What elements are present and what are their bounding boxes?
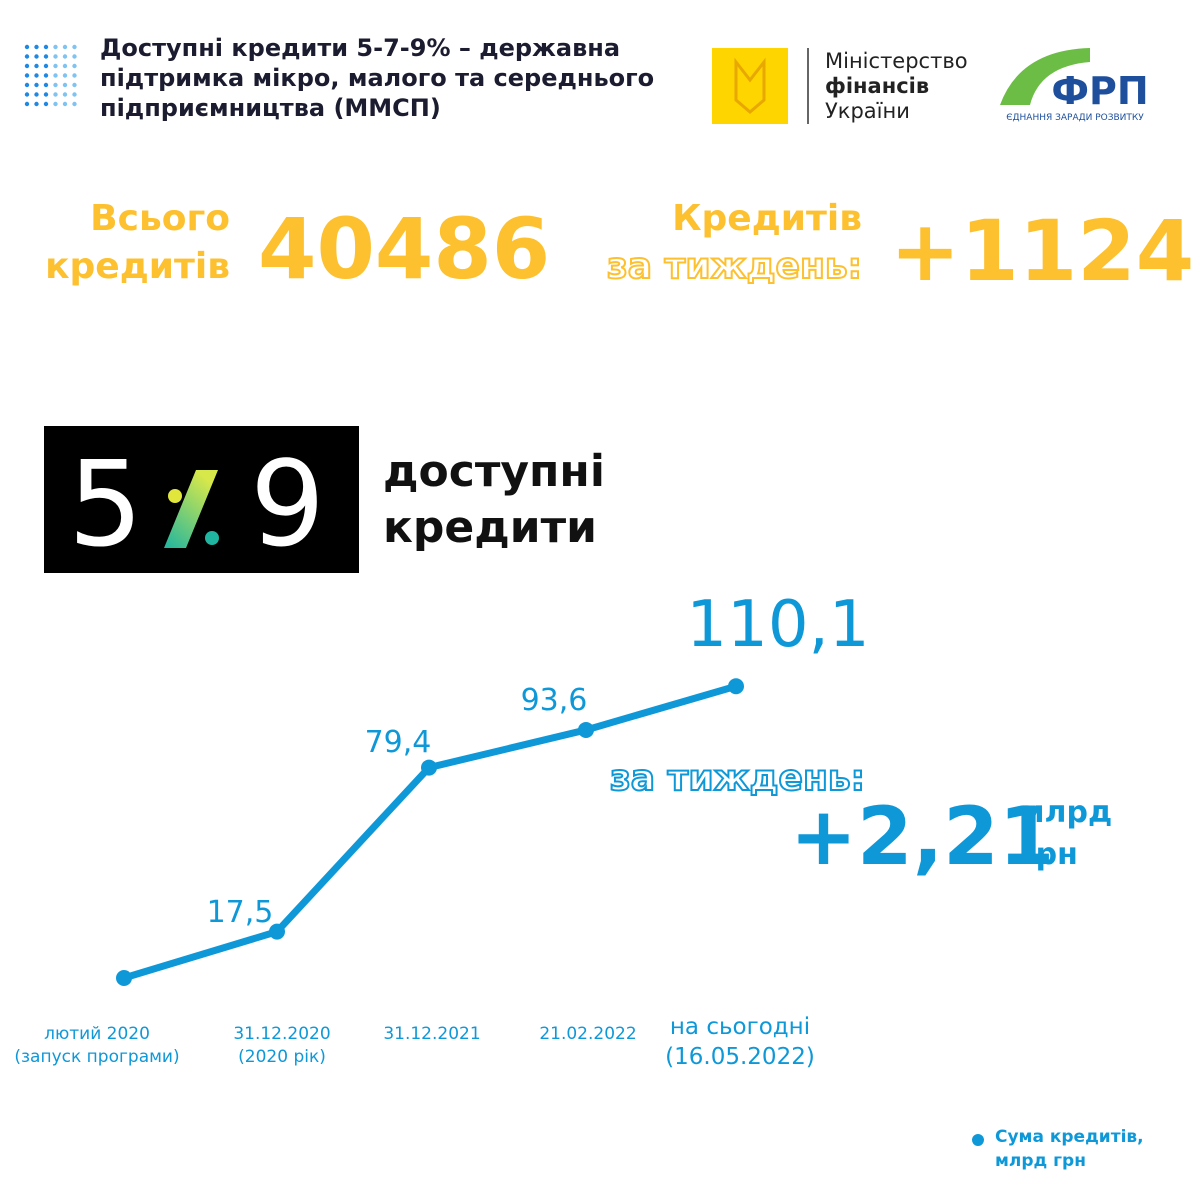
weekly-value: +2,21 (790, 790, 1054, 883)
data-label: 110,1 (686, 588, 869, 662)
dot (24, 101, 30, 107)
dot (24, 82, 30, 88)
x-label: 31.12.2020 (233, 1024, 330, 1044)
ministry-text: фінансів (825, 74, 929, 98)
weekly-unit: грн (1020, 837, 1078, 872)
dot (72, 101, 77, 107)
brand-slash (164, 470, 218, 548)
dot (62, 82, 68, 88)
stat-value: 40486 (258, 200, 550, 298)
data-point (116, 970, 132, 986)
frp-arc (1000, 48, 1090, 105)
dot (24, 73, 30, 78)
brand-text: доступні (383, 446, 605, 497)
data-point (728, 678, 744, 695)
dot (43, 101, 49, 107)
brand-dot (205, 531, 219, 545)
ministry-text: України (825, 99, 910, 123)
data-label: 79,4 (365, 725, 432, 760)
stat-label: Кредитів (672, 198, 862, 239)
dot (34, 44, 39, 50)
stat-label: Всього (90, 198, 230, 239)
dot (34, 92, 39, 97)
trident (734, 57, 766, 114)
dot (24, 54, 30, 59)
x-label: (16.05.2022) (665, 1044, 815, 1070)
stat-label: за тиждень: (607, 246, 862, 287)
x-label: 21.02.2022 (539, 1024, 636, 1044)
frp-tagline: ЄДНАННЯ ЗАРАДИ РОЗВИТКУ (1006, 113, 1144, 123)
ministry-text: Міністерство (825, 49, 968, 73)
x-label: (2020 рік) (238, 1047, 326, 1067)
title: підприємництва (ММСП) (100, 94, 441, 122)
dot (34, 63, 39, 69)
frp-logo: ФРП (1051, 69, 1148, 113)
dot (62, 101, 68, 107)
title: підтримка мікро, малого та середнього (100, 64, 654, 92)
dot (72, 63, 77, 69)
stat-label: кредитів (45, 246, 230, 287)
dot (72, 82, 77, 88)
dot (53, 54, 58, 59)
dot (43, 54, 49, 59)
dot (53, 92, 58, 97)
line-chart: 17,5 79,4 93,6 110,1 лютий 2020 (запуск прогр… (14, 588, 1143, 1171)
brand-dot (168, 489, 182, 503)
data-point (578, 721, 594, 738)
x-label: 31.12.2021 (383, 1024, 480, 1044)
x-label: лютий 2020 (44, 1024, 150, 1044)
dot (72, 44, 77, 50)
dot (24, 44, 30, 50)
data-label: 93,6 (521, 683, 588, 718)
dot (24, 63, 30, 69)
dot (62, 63, 68, 69)
dot (62, 54, 68, 59)
weekly-unit: млрд (1020, 795, 1112, 830)
data-point (421, 759, 437, 776)
dot (43, 73, 49, 78)
dot (53, 63, 58, 69)
dot (53, 82, 58, 88)
dot (34, 82, 39, 88)
weekly-label: за тиждень: (610, 758, 865, 799)
dot (62, 44, 68, 50)
dot (43, 82, 49, 88)
dot (72, 54, 77, 59)
dot (43, 92, 49, 97)
brand-digit: 9 (250, 435, 325, 573)
dot (72, 73, 77, 78)
legend-text: Сума кредитів, (995, 1127, 1144, 1147)
legend-text: млрд грн (995, 1151, 1086, 1171)
dot (53, 44, 58, 50)
x-label: на сьогодні (670, 1014, 810, 1040)
data-label: 17,5 (207, 895, 274, 930)
dot (72, 92, 77, 97)
brand-digit: 5 (68, 435, 143, 573)
dot (43, 44, 49, 50)
dot (34, 73, 39, 78)
data-point (269, 923, 285, 940)
legend-marker (972, 1134, 984, 1146)
brand-text: кредити (383, 502, 597, 553)
dot (34, 54, 39, 59)
x-label: (запуск програми) (14, 1047, 179, 1067)
dot (53, 73, 58, 78)
dot (43, 63, 49, 69)
dot (34, 101, 39, 107)
dot (62, 73, 68, 78)
dot-icon (24, 44, 77, 107)
dot (24, 92, 30, 97)
dot (53, 101, 58, 107)
dot (62, 92, 68, 97)
stat-value: +1124 (890, 202, 1194, 300)
title: Доступні кредити 5-7-9% – державна (100, 34, 620, 62)
